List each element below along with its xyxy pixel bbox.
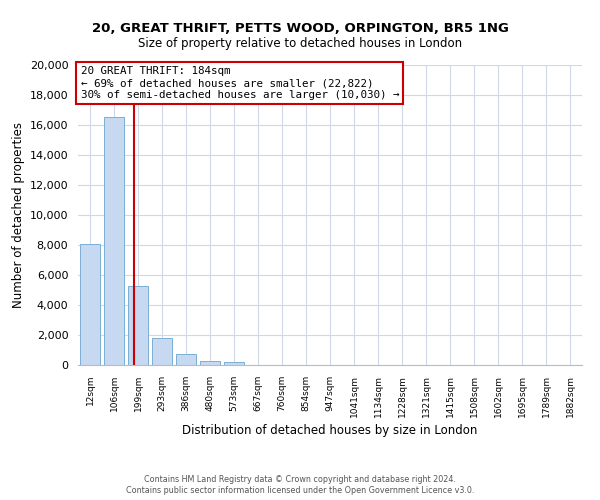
Bar: [80, 244, 100, 365]
Text: Contains HM Land Registry data © Crown copyright and database right 2024.: Contains HM Land Registry data © Crown c…: [144, 475, 456, 484]
Bar: [224, 362, 244, 365]
Y-axis label: Number of detached properties: Number of detached properties: [13, 122, 25, 308]
Text: 20, GREAT THRIFT, PETTS WOOD, ORPINGTON, BR5 1NG: 20, GREAT THRIFT, PETTS WOOD, ORPINGTON,…: [92, 22, 508, 36]
Text: Contains public sector information licensed under the Open Government Licence v3: Contains public sector information licen…: [126, 486, 474, 495]
Bar: [104, 118, 124, 365]
Text: 20 GREAT THRIFT: 184sqm
← 69% of detached houses are smaller (22,822)
30% of sem: 20 GREAT THRIFT: 184sqm ← 69% of detache…: [80, 66, 399, 100]
Text: Size of property relative to detached houses in London: Size of property relative to detached ho…: [138, 38, 462, 51]
Bar: [200, 361, 220, 365]
X-axis label: Distribution of detached houses by size in London: Distribution of detached houses by size …: [182, 424, 478, 437]
Bar: [128, 286, 148, 365]
Bar: [176, 354, 196, 365]
Bar: [152, 338, 172, 365]
